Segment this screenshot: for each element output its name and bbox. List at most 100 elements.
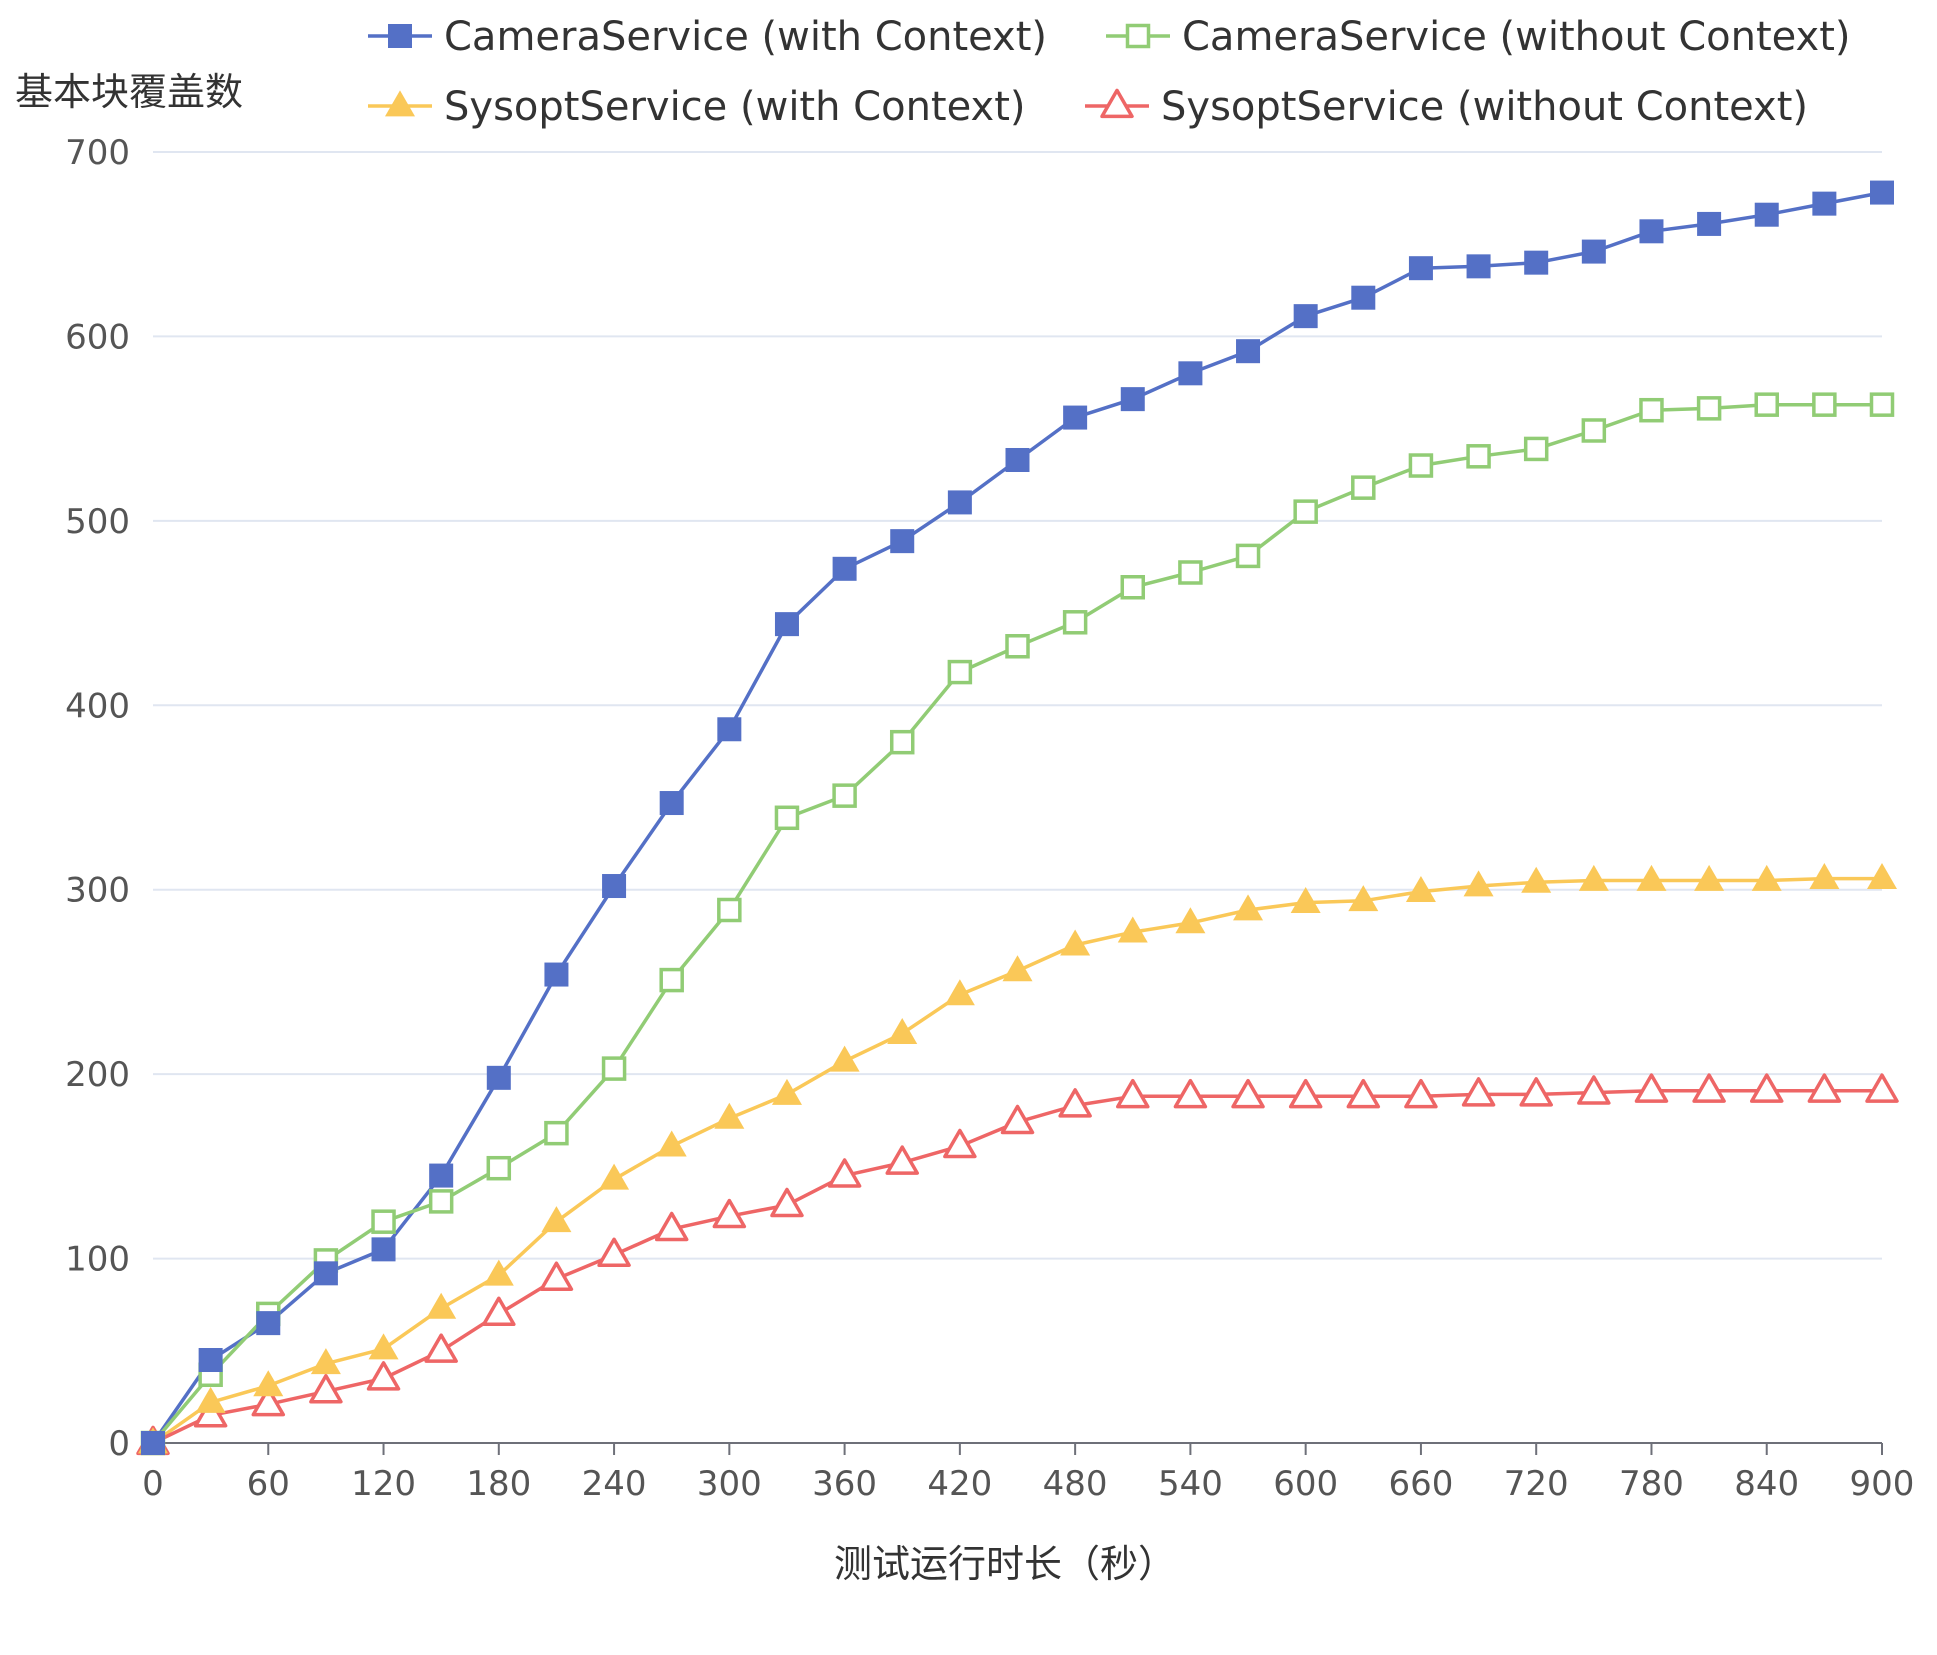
data-point (371, 1209, 396, 1234)
data-point (1749, 1073, 1784, 1103)
y-tick-label: 100 (65, 1240, 130, 1280)
data-point (1634, 1073, 1669, 1103)
data-point (774, 805, 800, 831)
data-point (1002, 955, 1033, 982)
data-point (602, 874, 627, 899)
data-point (1233, 894, 1264, 921)
data-point (1117, 916, 1148, 943)
data-point (1408, 453, 1434, 478)
y-tick-label: 700 (65, 133, 130, 173)
x-tick-label: 60 (247, 1464, 290, 1504)
data-point (424, 1333, 458, 1363)
data-point (717, 897, 742, 923)
data-point (1175, 907, 1206, 934)
data-point (885, 1145, 919, 1175)
series-1 (151, 190, 1883, 1444)
y-tick-label: 400 (65, 686, 130, 726)
data-point (195, 1386, 226, 1413)
data-point (1466, 444, 1491, 469)
data-point (544, 962, 569, 987)
data-point (943, 1128, 977, 1159)
data-point (251, 1386, 286, 1417)
series-line (152, 1088, 1882, 1445)
x-tick-label: 420 (927, 1464, 992, 1504)
legend-item[interactable]: SysoptService (without Context) (1085, 84, 1808, 130)
data-point (1062, 610, 1088, 635)
legend-item[interactable]: CameraService (without Context) (1106, 14, 1851, 60)
data-point (1867, 863, 1897, 890)
data-point (368, 1333, 399, 1360)
y-tick-label: 300 (65, 871, 130, 911)
data-point (656, 1130, 687, 1157)
legend-label: SysoptService (with Context) (444, 84, 1025, 130)
data-point (597, 1237, 631, 1268)
data-point (1870, 180, 1894, 205)
data-point (482, 1296, 516, 1327)
axes: 0 100 200 300 400 500 600 700 0 60 120 180 240 300 360… (65, 133, 1914, 1504)
data-point (544, 1120, 569, 1146)
data-point (366, 1361, 401, 1391)
x-tick-label: 480 (1043, 1464, 1108, 1504)
x-tick-label: 780 (1619, 1464, 1684, 1504)
data-point (1063, 405, 1088, 430)
data-point (1405, 875, 1436, 902)
data-point (253, 1370, 284, 1397)
data-point (599, 1163, 630, 1190)
legend-item[interactable]: SysoptService (with Context) (368, 84, 1025, 130)
data-point (1290, 887, 1321, 914)
data-point (1519, 1077, 1553, 1107)
data-point (829, 1045, 860, 1072)
data-point (256, 1311, 281, 1336)
data-point (1697, 211, 1722, 236)
data-point (1178, 361, 1203, 386)
data-point (827, 1158, 862, 1188)
data-point (601, 1056, 627, 1081)
data-point (654, 1211, 689, 1242)
legend-marker (385, 90, 415, 117)
x-tick-label: 900 (1850, 1464, 1915, 1504)
legend-label: CameraService (without Context) (1182, 14, 1851, 60)
y-tick-label: 200 (65, 1055, 130, 1095)
data-point (1231, 1078, 1265, 1109)
x-tick-label: 600 (1273, 1464, 1338, 1504)
x-tick-label: 720 (1504, 1464, 1569, 1504)
x-tick-label: 0 (142, 1464, 164, 1504)
data-point (659, 791, 684, 816)
series-markers-2 (140, 392, 1895, 1456)
data-point (483, 1259, 514, 1286)
legend-marker (1125, 23, 1151, 49)
legend-label: SysoptService (without Context) (1161, 84, 1808, 130)
data-point (309, 1374, 343, 1404)
data-point (198, 1348, 223, 1373)
x-tick-label: 840 (1734, 1464, 1799, 1504)
series-line (151, 402, 1882, 1445)
y-tick-label: 500 (65, 502, 130, 542)
data-point (714, 1102, 745, 1129)
x-tick-label: 300 (697, 1464, 762, 1504)
data-point (1404, 1078, 1438, 1109)
series-line (151, 190, 1883, 1444)
data-point (539, 1261, 574, 1292)
data-point (771, 1078, 802, 1105)
data-point (1639, 397, 1664, 423)
series-markers-1 (141, 180, 1894, 1455)
data-point (717, 717, 742, 742)
data-point (1524, 250, 1549, 275)
x-tick-label: 660 (1388, 1464, 1453, 1504)
data-point (429, 1163, 454, 1188)
data-point (889, 729, 915, 755)
data-point (1463, 870, 1494, 897)
data-point (371, 1237, 396, 1262)
data-point (1694, 864, 1725, 891)
legend-item[interactable]: CameraService (with Context) (368, 14, 1047, 60)
data-point (1348, 885, 1379, 912)
y-tick-label: 600 (65, 317, 130, 357)
series-4 (152, 1088, 1882, 1445)
data-point (1754, 202, 1779, 227)
legend[interactable]: CameraService (with Context) CameraServic… (368, 14, 1851, 130)
series-2 (151, 402, 1882, 1445)
data-point (1636, 864, 1667, 891)
data-point (944, 979, 975, 1006)
data-point (541, 1206, 572, 1233)
